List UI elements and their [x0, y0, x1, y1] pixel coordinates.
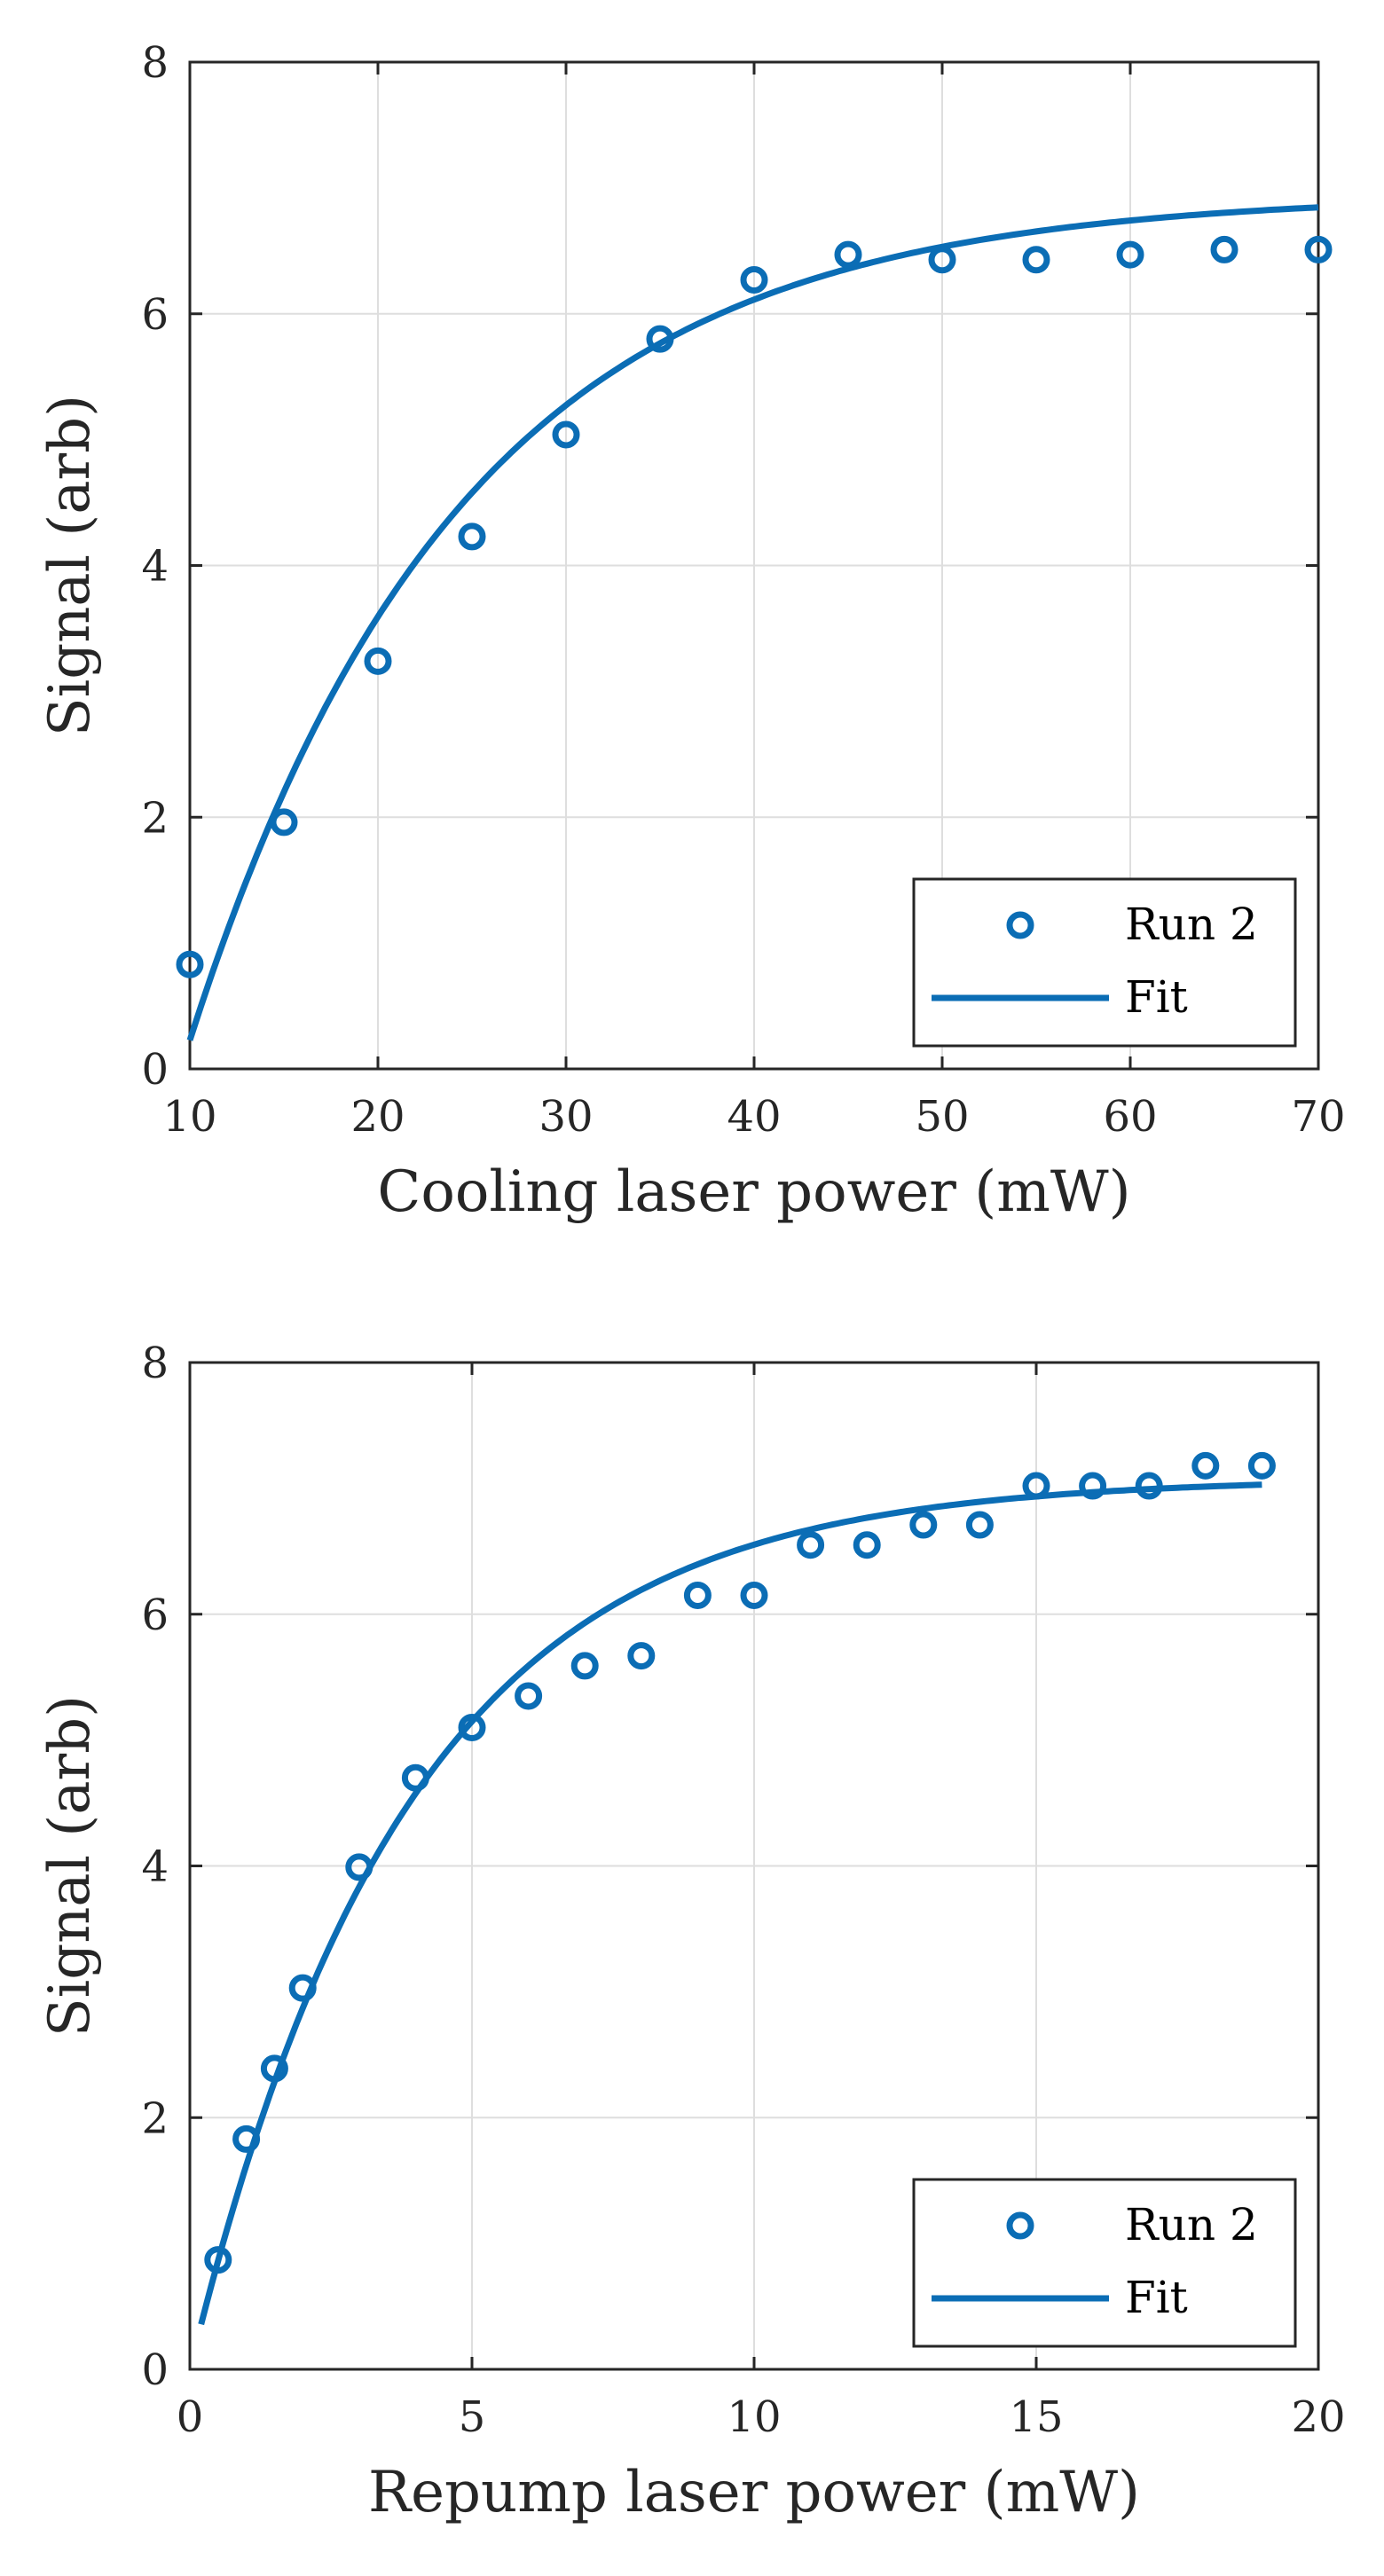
- data-point: [552, 420, 580, 449]
- y-tick-label: 8: [141, 38, 169, 88]
- data-point: [204, 2246, 232, 2274]
- x-axis-label: Cooling laser power (mW): [377, 1159, 1130, 1225]
- data-point: [458, 522, 486, 551]
- data-point: [1304, 235, 1333, 263]
- data-point: [627, 1642, 656, 1670]
- data-point: [740, 265, 768, 294]
- data-point: [683, 1581, 712, 1609]
- data-point: [1116, 240, 1144, 269]
- data-point: [260, 2054, 288, 2083]
- x-tick-label: 10: [162, 1092, 216, 1142]
- legend: Run 2 Fit: [912, 877, 1297, 1048]
- x-tick-label: 60: [1103, 1092, 1157, 1142]
- data-point: [965, 1511, 994, 1539]
- y-tick-label: 0: [141, 2345, 169, 2395]
- x-tick-label: 70: [1291, 1092, 1345, 1142]
- data-point: [740, 1581, 768, 1609]
- data-point: [646, 325, 674, 353]
- data-point: [1022, 246, 1050, 274]
- data-point: [176, 950, 204, 978]
- x-tick-label: 10: [727, 2392, 781, 2442]
- data-point: [1022, 1472, 1050, 1500]
- legend-box: [912, 877, 1297, 1048]
- x-tick-label: 5: [459, 2392, 486, 2442]
- y-tick-label: 2: [141, 2093, 169, 2143]
- legend: Run 2 Fit: [912, 2178, 1297, 2348]
- data-point: [364, 647, 392, 675]
- data-point: [288, 1974, 317, 2002]
- x-tick-label: 50: [915, 1092, 969, 1142]
- y-tick-label: 6: [141, 290, 169, 340]
- data-point: [797, 1531, 825, 1559]
- data-point: [853, 1531, 881, 1559]
- y-tick-label: 4: [141, 1842, 169, 1892]
- data-point: [1247, 1451, 1276, 1480]
- legend-marker-icon: [1006, 911, 1034, 939]
- data-point: [928, 246, 956, 274]
- legend-label-fit: Fit: [1125, 2272, 1188, 2323]
- legend-label-run: Run 2: [1125, 899, 1258, 950]
- data-point: [232, 2124, 261, 2153]
- data-point: [270, 808, 298, 836]
- x-tick-label: 30: [539, 1092, 593, 1142]
- x-tick-label: 20: [1291, 2392, 1345, 2442]
- data-point: [1210, 235, 1239, 263]
- y-tick-label: 6: [141, 1590, 169, 1640]
- data-point: [401, 1763, 429, 1792]
- chart-cooling: 10 20 30 40 50 60 70 0 2 4 6 8 Cooling laser power (…: [37, 38, 1346, 1225]
- legend-label-fit: Fit: [1125, 971, 1188, 1023]
- legend-marker-icon: [1006, 2211, 1034, 2240]
- y-tick-label: 2: [141, 793, 169, 843]
- legend-box: [912, 2178, 1297, 2348]
- data-point: [515, 1682, 543, 1710]
- data-point: [1135, 1472, 1163, 1500]
- y-axis-label: Signal (arb): [37, 1695, 103, 2037]
- x-axis-label: Repump laser power (mW): [368, 2460, 1140, 2525]
- y-tick-label: 4: [141, 542, 169, 592]
- legend-label-run: Run 2: [1125, 2199, 1258, 2250]
- x-tick-label: 20: [350, 1092, 405, 1142]
- y-tick-label: 0: [141, 1045, 169, 1095]
- data-point: [909, 1511, 938, 1539]
- fit-line: [186, 204, 1319, 1041]
- data-point: [345, 1853, 374, 1881]
- data-point: [458, 1713, 486, 1741]
- data-point: [1191, 1451, 1220, 1480]
- x-tick-label: 40: [727, 1092, 781, 1142]
- y-tick-label: 8: [141, 1339, 169, 1388]
- data-point: [1079, 1472, 1107, 1500]
- data-point: [834, 240, 862, 269]
- data-point: [570, 1652, 599, 1680]
- y-axis-label: Signal (arb): [37, 395, 103, 736]
- chart-repump: 0 5 10 15 20 0 2 4 6 8 Repump laser power (mW) Sign…: [37, 1339, 1346, 2525]
- x-tick-label: 15: [1009, 2392, 1063, 2442]
- x-tick-label: 0: [177, 2392, 204, 2442]
